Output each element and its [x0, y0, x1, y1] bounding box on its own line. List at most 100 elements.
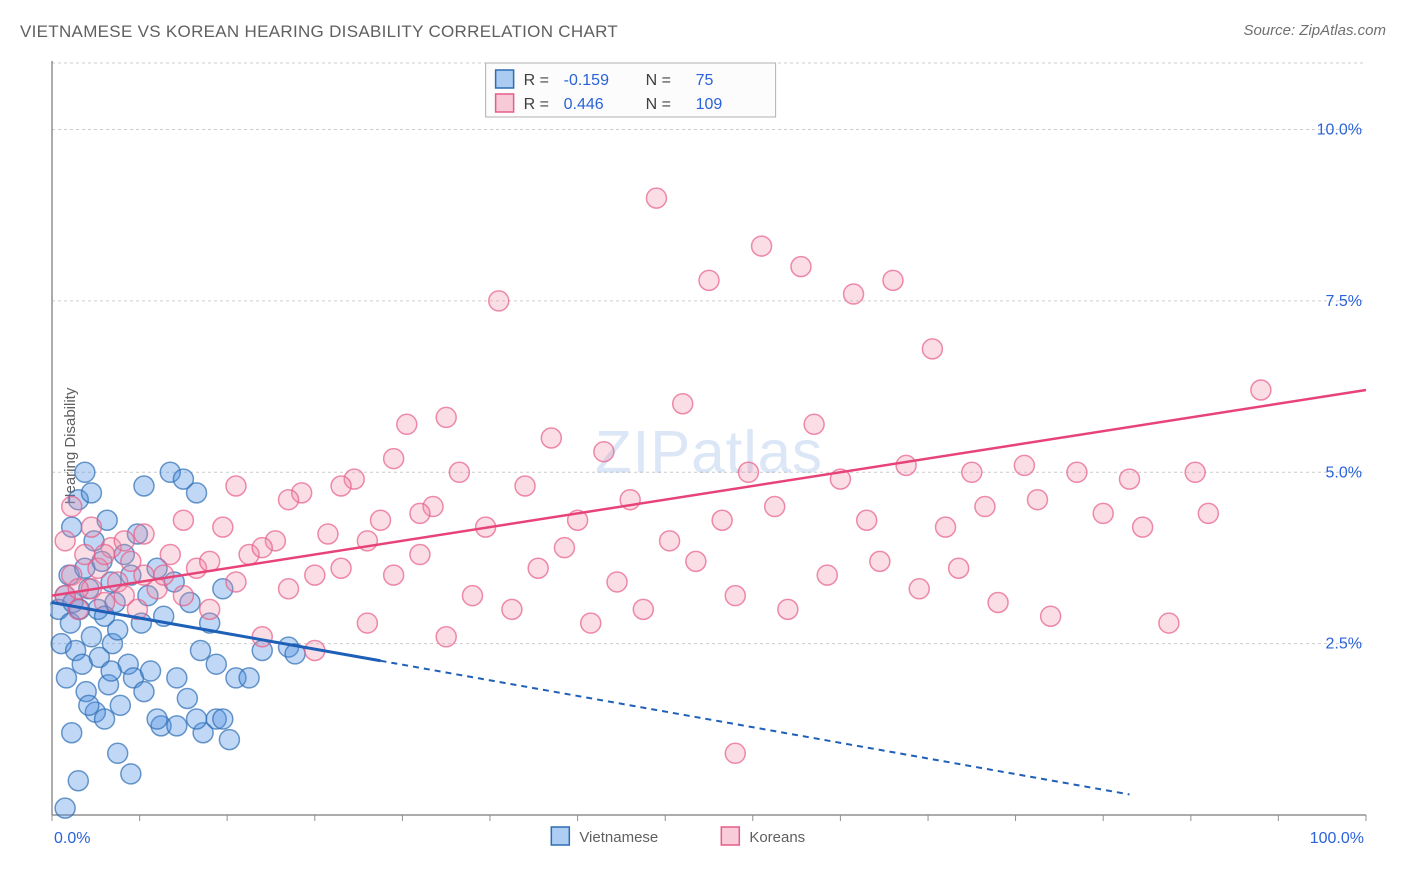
y-tick-label: 10.0%	[1317, 122, 1362, 139]
data-point	[804, 414, 824, 434]
data-point	[213, 517, 233, 537]
data-point	[357, 613, 377, 633]
data-point	[528, 558, 548, 578]
data-point	[725, 743, 745, 763]
data-point	[883, 270, 903, 290]
source-credit: Source: ZipAtlas.com	[1243, 22, 1386, 39]
bottom-legend-koreans: Koreans	[749, 829, 805, 846]
data-point	[114, 531, 134, 551]
legend-n-value-koreans: 109	[696, 96, 723, 113]
data-point	[331, 476, 351, 496]
data-point	[226, 476, 246, 496]
legend-n-value-vietnamese: 75	[696, 72, 714, 89]
data-point	[79, 695, 99, 715]
data-point	[200, 551, 220, 571]
data-point	[110, 695, 130, 715]
data-point	[167, 716, 187, 736]
data-point	[436, 627, 456, 647]
data-point	[515, 476, 535, 496]
data-point	[922, 339, 942, 359]
data-point	[55, 798, 75, 818]
data-point	[410, 503, 430, 523]
data-point	[870, 551, 890, 571]
data-point	[239, 668, 259, 688]
data-point	[607, 572, 627, 592]
data-point	[173, 586, 193, 606]
data-point	[896, 455, 916, 475]
watermark: ZIPatlas	[595, 418, 823, 485]
data-point	[686, 551, 706, 571]
chart-svg: 2.5%5.0%7.5%10.0%0.0%100.0%ZIPatlasR =-0…	[50, 55, 1376, 855]
data-point	[502, 599, 522, 619]
data-point	[200, 599, 220, 619]
data-point	[56, 668, 76, 688]
data-point	[1159, 613, 1179, 633]
data-point	[857, 510, 877, 530]
chart-title: VIETNAMESE VS KOREAN HEARING DISABILITY …	[20, 22, 618, 42]
legend-swatch-vietnamese	[496, 70, 514, 88]
data-point	[101, 661, 121, 681]
data-point	[594, 442, 614, 462]
data-point	[252, 627, 272, 647]
x-tick-label: 100.0%	[1310, 830, 1364, 847]
data-point	[68, 579, 88, 599]
data-point	[712, 510, 732, 530]
data-point	[909, 579, 929, 599]
data-point	[134, 682, 154, 702]
data-point	[384, 449, 404, 469]
bottom-legend-vietnamese: Vietnamese	[579, 829, 658, 846]
data-point	[988, 593, 1008, 613]
data-point	[646, 188, 666, 208]
data-point	[252, 538, 272, 558]
data-point	[581, 613, 601, 633]
data-point	[791, 257, 811, 277]
data-point	[279, 490, 299, 510]
data-point	[190, 640, 210, 660]
legend-r-value-vietnamese: -0.159	[564, 72, 609, 89]
data-point	[371, 510, 391, 530]
bottom-swatch-koreans	[721, 827, 739, 845]
data-point	[75, 462, 95, 482]
data-point	[1251, 380, 1271, 400]
y-tick-label: 7.5%	[1326, 293, 1362, 310]
data-point	[62, 723, 82, 743]
data-point	[305, 565, 325, 585]
data-point	[1014, 455, 1034, 475]
data-point	[949, 558, 969, 578]
legend-n-label: N =	[646, 72, 671, 89]
data-point	[725, 586, 745, 606]
data-point	[141, 661, 161, 681]
data-point	[1028, 490, 1048, 510]
x-tick-label: 0.0%	[54, 830, 90, 847]
legend-n-label: N =	[646, 96, 671, 113]
data-point	[462, 586, 482, 606]
legend-r-label: R =	[524, 96, 549, 113]
data-point	[765, 497, 785, 517]
data-point	[62, 497, 82, 517]
data-point	[397, 414, 417, 434]
data-point	[962, 462, 982, 482]
data-point	[541, 428, 561, 448]
data-point	[752, 236, 772, 256]
scatter-chart: 2.5%5.0%7.5%10.0%0.0%100.0%ZIPatlasR =-0…	[50, 55, 1376, 845]
data-point	[1041, 606, 1061, 626]
data-point	[410, 545, 430, 565]
legend-r-label: R =	[524, 72, 549, 89]
data-point	[844, 284, 864, 304]
data-point	[177, 688, 197, 708]
data-point	[1119, 469, 1139, 489]
data-point	[147, 709, 167, 729]
data-point	[1093, 503, 1113, 523]
data-point	[1185, 462, 1205, 482]
data-point	[187, 483, 207, 503]
data-point	[160, 545, 180, 565]
data-point	[436, 407, 456, 427]
data-point	[699, 270, 719, 290]
data-point	[95, 545, 115, 565]
data-point	[554, 538, 574, 558]
data-point	[975, 497, 995, 517]
data-point	[489, 291, 509, 311]
data-point	[134, 476, 154, 496]
data-point	[55, 531, 75, 551]
data-point	[384, 565, 404, 585]
